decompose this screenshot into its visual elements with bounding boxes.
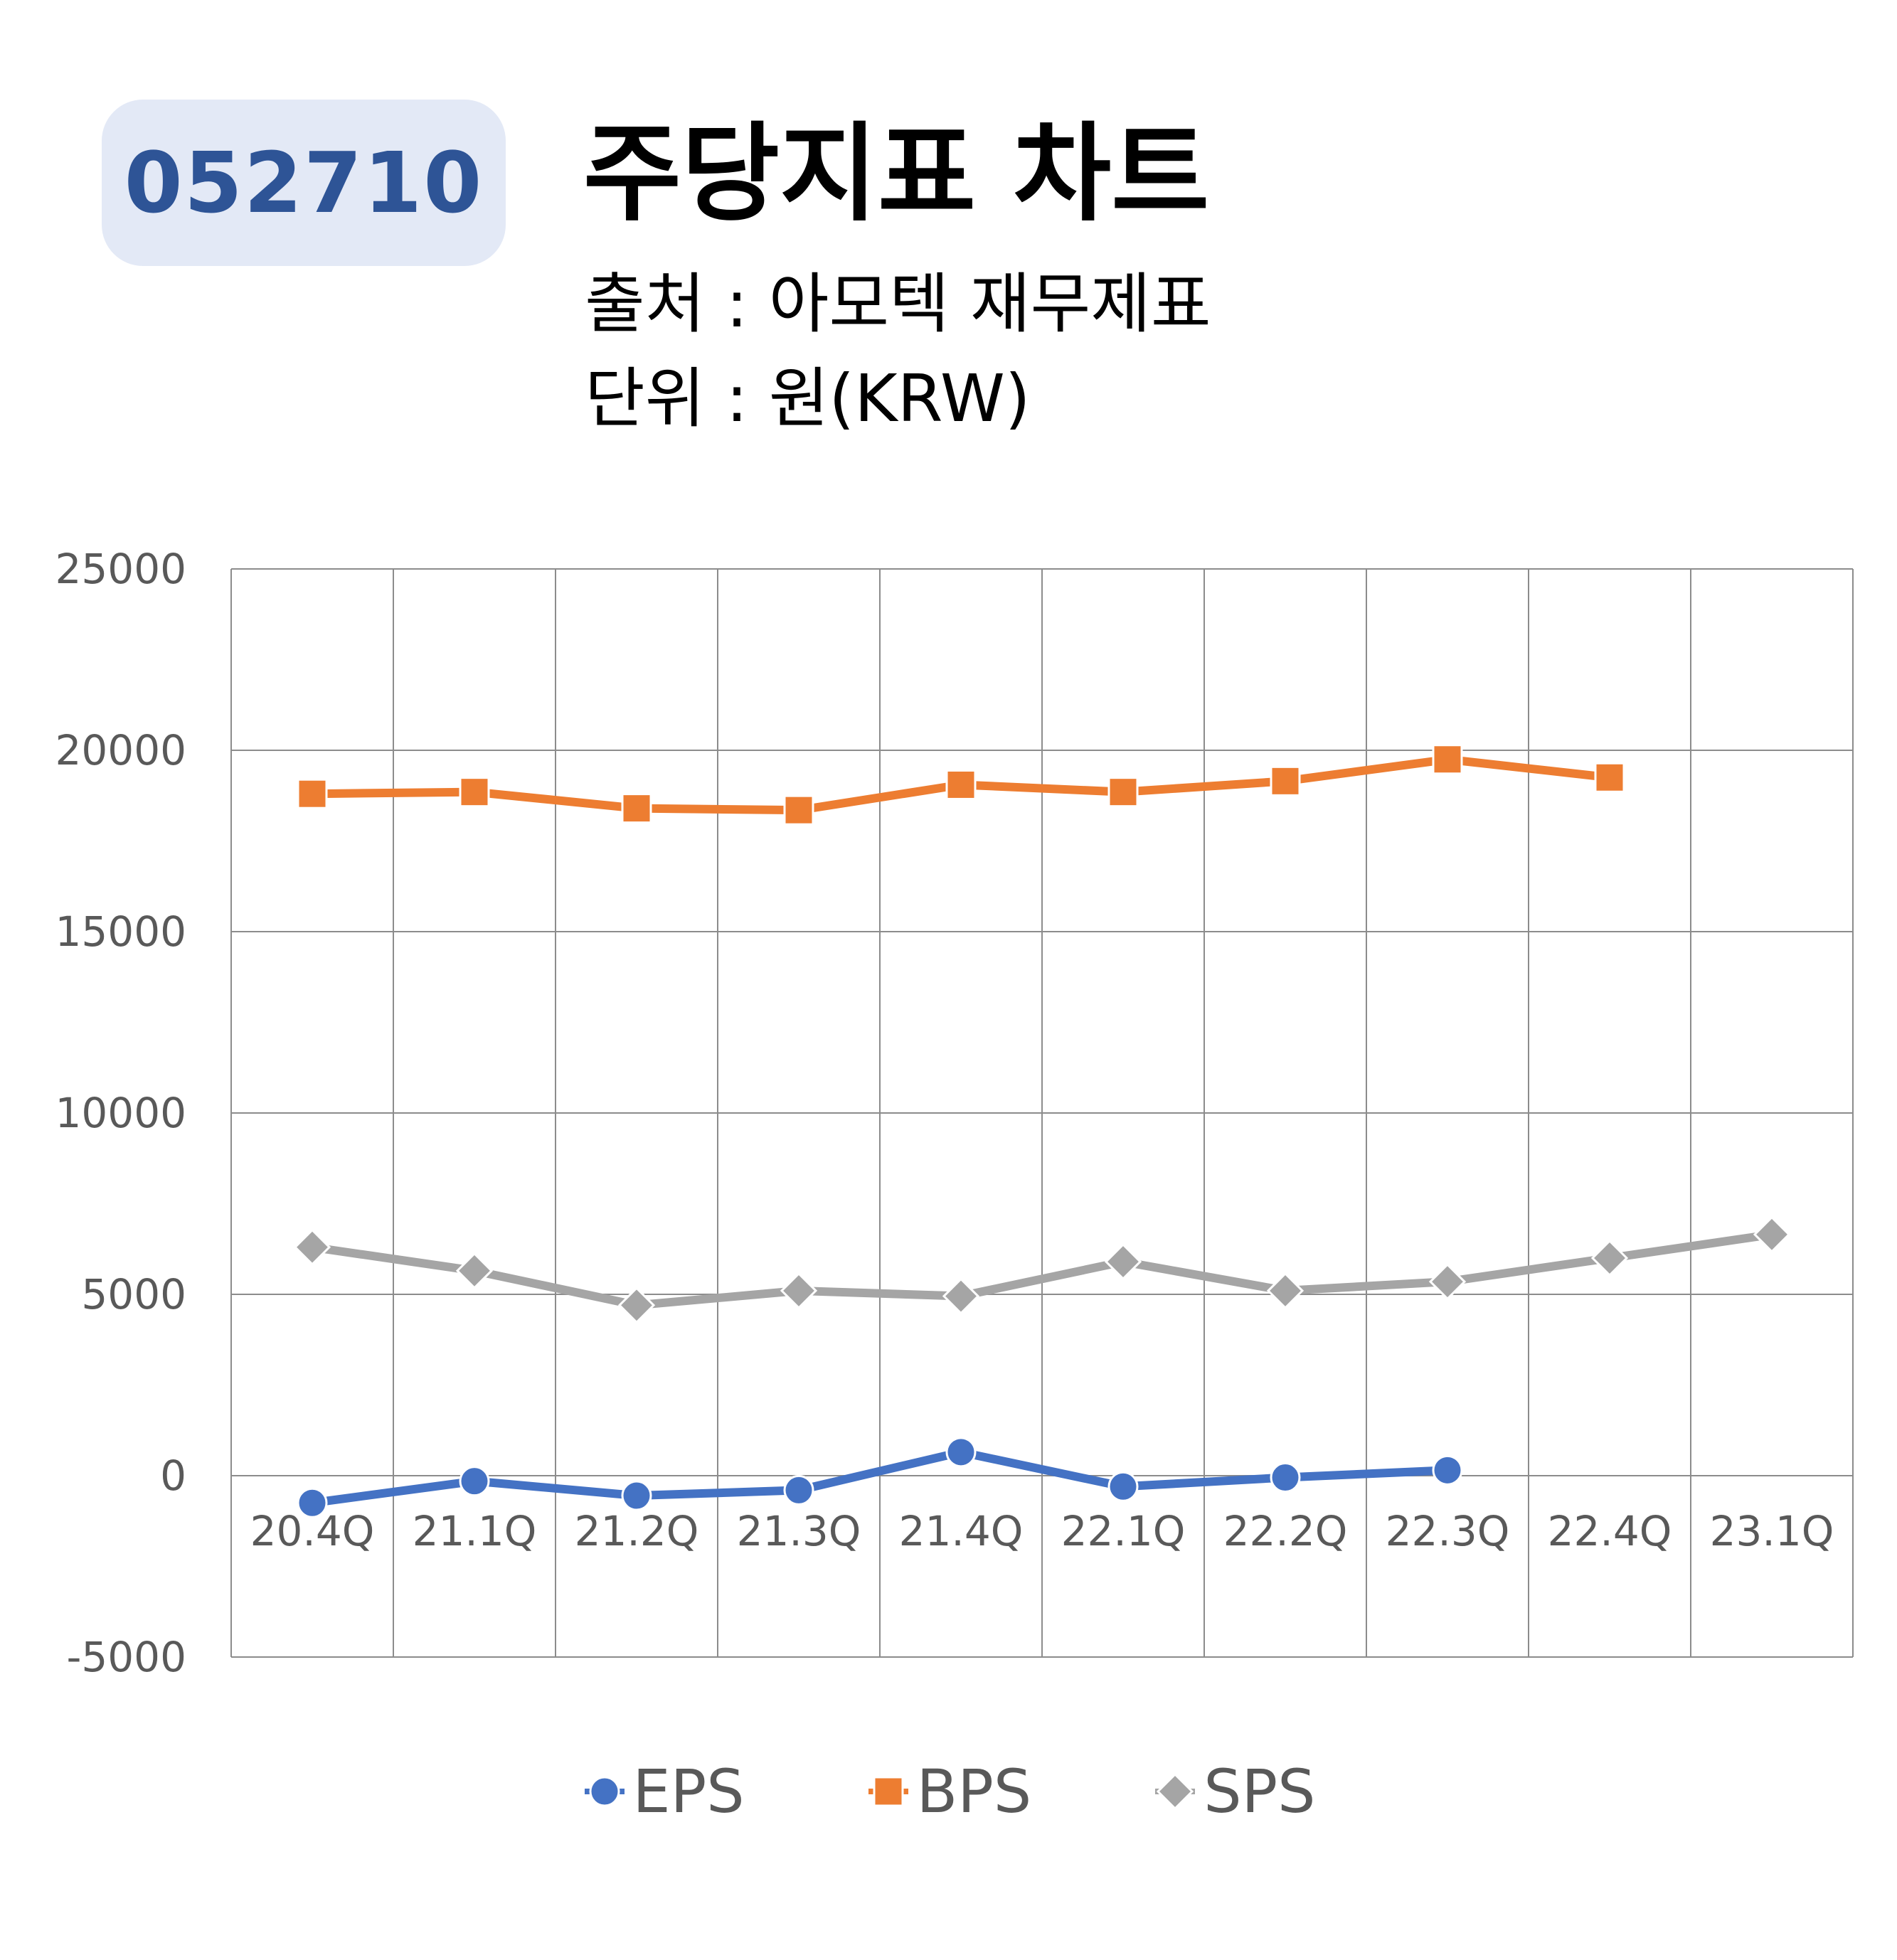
bps-point: [1594, 762, 1625, 793]
legend-item-bps: BPS: [866, 1757, 1032, 1826]
x-tick-label: 22.2Q: [1223, 1507, 1348, 1555]
chart-grid: [230, 568, 1854, 1658]
x-tick-label: 21.4Q: [899, 1507, 1024, 1555]
y-tick-label: 5000: [81, 1270, 186, 1319]
y-tick-label: 25000: [55, 545, 186, 593]
eps-point: [1107, 1471, 1139, 1502]
sps-point: [1428, 1263, 1467, 1301]
source-label: 출처 : 아모텍 재무제표: [585, 266, 1211, 342]
y-axis-labels: 25000 20000 15000 10000 5000 0 -5000: [55, 545, 186, 1681]
y-tick-label: 10000: [55, 1089, 186, 1137]
legend: EPS BPS SPS: [0, 1757, 1897, 1826]
legend-label: SPS: [1203, 1757, 1316, 1826]
eps-legend-marker-icon: [584, 1776, 625, 1807]
sps-point: [617, 1287, 656, 1324]
sps-point: [1266, 1272, 1304, 1310]
x-tick-label: 21.3Q: [737, 1507, 861, 1555]
sps-legend-marker-icon: [1155, 1772, 1196, 1811]
sps-point: [455, 1252, 494, 1289]
x-tick-label: 21.2Q: [575, 1507, 699, 1555]
bps-point: [1107, 777, 1139, 808]
bps-point: [1270, 765, 1301, 797]
x-tick-label: 22.4Q: [1548, 1507, 1672, 1555]
sps-point: [1753, 1215, 1791, 1253]
y-tick-label: 15000: [55, 907, 186, 956]
x-axis-labels: 20.4Q 21.1Q 21.2Q 21.3Q 21.4Q 22.1Q 22.2Q 22.3Q…: [250, 1507, 1834, 1555]
legend-item-sps: SPS: [1152, 1757, 1315, 1826]
eps-line: [308, 1447, 1452, 1508]
y-tick-label: -5000: [66, 1633, 186, 1681]
eps-point: [297, 1487, 328, 1518]
legend-item-eps: EPS: [582, 1757, 745, 1826]
unit-label: 단위 : 원(KRW): [585, 361, 1031, 437]
x-tick-label: 22.1Q: [1061, 1507, 1186, 1555]
y-tick-label: 0: [160, 1452, 186, 1500]
eps-point: [459, 1466, 490, 1497]
chart-title: 주당지표 차트: [583, 112, 1210, 236]
x-tick-label: 21.1Q: [413, 1507, 537, 1555]
eps-point: [945, 1437, 977, 1468]
y-tick-label: 20000: [55, 726, 186, 774]
sps-line: [308, 1230, 1776, 1310]
sps-point: [780, 1272, 818, 1310]
x-tick-label: 22.3Q: [1386, 1507, 1510, 1555]
eps-point: [621, 1480, 652, 1511]
series-markers: [293, 744, 1791, 1518]
eps-point: [783, 1474, 814, 1506]
bps-point: [945, 769, 977, 800]
bps-point: [783, 794, 814, 826]
bps-point: [459, 777, 490, 808]
sps-point: [293, 1228, 331, 1266]
sps-point: [1104, 1242, 1142, 1281]
x-tick-label: 23.1Q: [1710, 1507, 1834, 1555]
bps-point: [297, 778, 328, 809]
eps-point: [1432, 1454, 1463, 1486]
ticker-badge: 052710: [102, 100, 506, 266]
bps-legend-marker-icon: [868, 1776, 908, 1807]
sps-point: [942, 1277, 980, 1315]
sps-point: [1590, 1239, 1629, 1277]
eps-point: [1270, 1462, 1301, 1493]
legend-label: BPS: [916, 1757, 1032, 1826]
bps-point: [621, 793, 652, 824]
bps-point: [1432, 744, 1463, 775]
legend-label: EPS: [632, 1757, 745, 1826]
